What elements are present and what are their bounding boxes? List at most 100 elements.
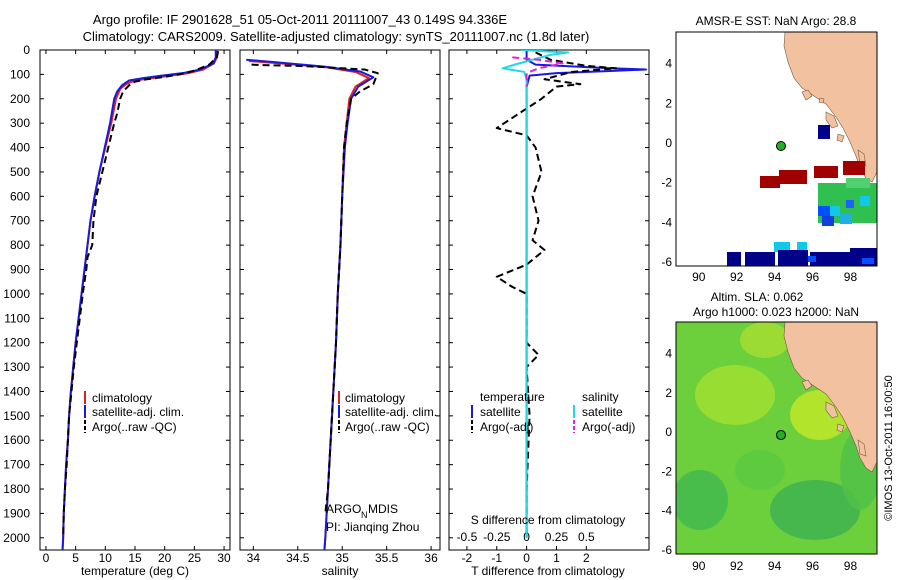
argo-nmdis-annotation: ARGO N MDIS PI: Jianqing Zhou <box>326 502 419 534</box>
legend-label-climatology: climatology <box>345 391 405 405</box>
salinity-x-axis-label: salinity <box>322 564 359 578</box>
map-x-tick-label: 94 <box>768 559 782 573</box>
x-tick-label: 36 <box>424 551 438 565</box>
sla-patch-high <box>695 365 775 425</box>
sst-cell-cyan <box>830 206 840 216</box>
x-tick-label: -1 <box>491 551 502 565</box>
difference-legend: temperature satellite Argo(-adj) salinit… <box>471 390 635 434</box>
difference-x2-axis-label: S difference from climatology <box>471 513 626 527</box>
x-tick-label: 20 <box>158 551 172 565</box>
annotation-pi: PI: Jianqing Zhou <box>326 520 419 534</box>
map-x-tick-label: 92 <box>730 270 744 284</box>
sst-cell-red <box>779 170 807 184</box>
y-tick-label: 700 <box>10 214 30 228</box>
sst-map-title: AMSR-E SST: NaN Argo: 28.8 <box>696 14 857 28</box>
series-line-climatology <box>61 50 218 550</box>
y-tick-label: 1000 <box>3 287 30 301</box>
map-x-tick-label: 98 <box>844 270 858 284</box>
legend-label-temp-argo: Argo(-adj) <box>480 420 533 434</box>
legend-label-sal-argo: Argo(-adj) <box>582 420 635 434</box>
map-y-tick-label: -2 <box>661 464 672 478</box>
y-tick-label: 100 <box>10 67 30 81</box>
map-x-tick-label: 96 <box>806 270 820 284</box>
x-tick-label: 35 <box>336 551 350 565</box>
sla-map-frame <box>675 321 878 555</box>
sla-patch-mid <box>735 450 785 490</box>
series-line-satellite <box>525 50 648 538</box>
island-small <box>818 97 825 104</box>
legend-label-satellite-adj: satellite-adj. clim. <box>92 405 184 419</box>
series-line-argo-raw-qc- <box>251 63 379 514</box>
island-simeulue <box>801 379 813 391</box>
map-y-tick-label: -2 <box>661 176 672 190</box>
island-batu <box>836 133 845 143</box>
legend-label-temp-satellite: satellite <box>480 405 521 419</box>
sumatra-land <box>783 32 877 183</box>
x-tick-label: 0 <box>523 551 530 565</box>
sla-map-title-line2: Argo h1000: 0.023 h2000: NaN <box>693 305 859 319</box>
map-y-tick-label: 4 <box>665 57 672 71</box>
island-simeulue <box>801 89 813 101</box>
x2-tick-label: 0.5 <box>578 530 595 544</box>
x-tick-label: 10 <box>99 551 113 565</box>
y-tick-label: 1700 <box>3 458 30 472</box>
series-line-climatology <box>248 59 370 550</box>
x-tick-label: 34 <box>247 551 261 565</box>
y-tick-label: 1100 <box>4 311 30 325</box>
island-siberut <box>857 439 867 457</box>
sst-cell-red <box>760 176 780 188</box>
legend-header-temperature: temperature <box>480 390 545 404</box>
sst-cell-navy <box>810 252 850 266</box>
x2-tick-label: 0.25 <box>545 530 569 544</box>
sst-cell-green <box>846 178 870 188</box>
annotation-argo: ARGO <box>326 502 361 516</box>
x2-tick-label: -0.25 <box>483 530 511 544</box>
x-tick-label: -2 <box>462 551 473 565</box>
legend-label-satellite-adj: satellite-adj. clim. <box>345 405 437 419</box>
temperature-legend: climatology satellite-adj. clim. Argo(..… <box>84 391 184 434</box>
imos-timestamp: ©IMOS 13-Oct-2011 16:00:50 <box>883 375 895 520</box>
salinity-panel-frame <box>239 49 441 551</box>
map-x-tick-label: 98 <box>844 559 858 573</box>
y-tick-label: 600 <box>10 189 30 203</box>
legend-label-argo: Argo(..raw -QC) <box>92 420 177 434</box>
series-line-argo-raw-qc- <box>62 51 220 538</box>
y-tick-label: 1600 <box>3 433 30 447</box>
y-tick-label: 300 <box>10 116 30 130</box>
x-tick-label: 30 <box>217 551 231 565</box>
map-x-tick-label: 90 <box>692 559 706 573</box>
sst-cell-red <box>843 161 865 175</box>
legend-label-sal-satellite: satellite <box>582 405 623 419</box>
sst-map-frame <box>675 31 878 267</box>
sla-patch-low <box>770 480 860 540</box>
y-tick-label: 800 <box>10 238 30 252</box>
difference-x-axis-label: T difference from climatology <box>471 564 625 578</box>
sst-cell-cyan <box>797 242 807 252</box>
series-line-argo-adj- <box>512 56 564 87</box>
sst-cell-blue <box>822 216 834 226</box>
x-tick-label: 25 <box>188 551 202 565</box>
temperature-series-layer <box>61 50 220 550</box>
series-line-satellite <box>501 50 570 538</box>
map-y-tick-label: -6 <box>661 543 672 557</box>
y-tick-label: 1400 <box>3 384 30 398</box>
island-nias <box>825 401 839 419</box>
sst-cell-navy <box>727 252 741 266</box>
sst-cell-navy <box>778 250 808 266</box>
island-batu <box>836 423 845 433</box>
y-tick-label: 2000 <box>3 531 30 545</box>
y-tick-label: 1500 <box>3 409 30 423</box>
map-x-tick-label: 94 <box>768 270 782 284</box>
sst-cell-navy <box>818 125 830 139</box>
x-tick-label: 35.5 <box>375 551 399 565</box>
figure-title-line2: Climatology: CARS2009. Satellite-adjuste… <box>83 29 590 44</box>
sst-cell-blue <box>846 200 854 208</box>
x-tick-label: 5 <box>72 551 79 565</box>
x-tick-label: 15 <box>128 551 142 565</box>
sst-cell-blue <box>818 206 830 216</box>
sumatra-land-sla <box>783 322 877 473</box>
island-nias <box>825 111 839 129</box>
map-y-tick-label: 2 <box>665 386 672 400</box>
map-y-tick-label: 0 <box>665 136 672 150</box>
